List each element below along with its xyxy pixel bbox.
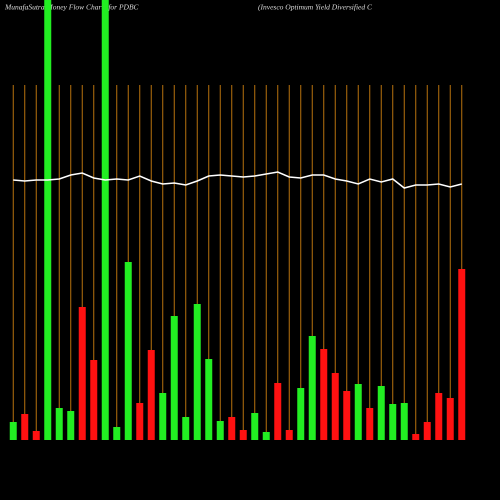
bar — [216, 421, 224, 440]
bar — [124, 262, 132, 440]
bar — [435, 393, 443, 440]
chart-title: MunafaSutra Money Flow Charts for PDBC — [4, 3, 140, 12]
bar — [412, 434, 420, 440]
bar — [67, 411, 75, 440]
bar — [205, 359, 213, 440]
bar — [400, 403, 408, 440]
bar — [285, 430, 293, 440]
bar — [55, 408, 63, 440]
bar — [331, 373, 339, 440]
bar — [193, 304, 201, 440]
bar — [366, 408, 374, 440]
bar — [251, 413, 259, 440]
bar — [136, 403, 144, 440]
bar — [308, 336, 316, 440]
bar — [389, 404, 397, 440]
bar — [90, 360, 98, 440]
bar — [78, 307, 86, 440]
bar — [147, 350, 155, 440]
bar — [113, 427, 121, 440]
bar — [320, 349, 328, 440]
bar — [44, 0, 52, 440]
chart-subtitle: (Invesco Optimum Yield Diversified C — [258, 3, 373, 12]
bar — [228, 417, 236, 440]
bar — [274, 383, 282, 440]
bar — [377, 386, 385, 440]
bar — [101, 0, 109, 440]
bar — [423, 422, 431, 440]
bar — [458, 269, 466, 440]
bar — [9, 422, 17, 440]
bar — [446, 398, 454, 440]
bar — [182, 417, 190, 440]
price-line — [13, 171, 462, 189]
bar — [21, 414, 29, 440]
bar — [32, 431, 40, 440]
bar — [354, 384, 362, 440]
bar — [343, 391, 351, 440]
bar — [170, 316, 178, 440]
bar — [239, 430, 247, 440]
bar — [159, 393, 167, 440]
bar — [262, 432, 270, 440]
bar — [297, 388, 305, 440]
